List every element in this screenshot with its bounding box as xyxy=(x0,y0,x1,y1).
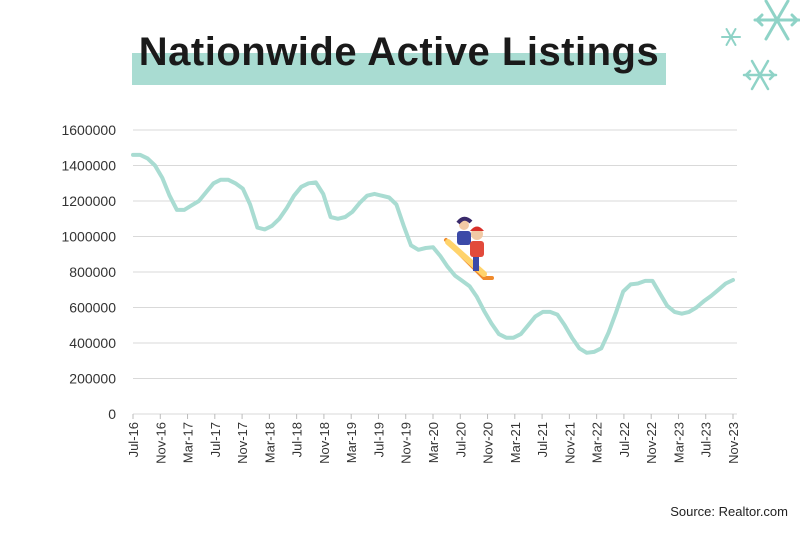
y-tick-label: 1400000 xyxy=(61,158,116,174)
y-tick-label: 1200000 xyxy=(61,193,116,209)
y-tick-label: 0 xyxy=(108,406,116,422)
children-on-sled-icon xyxy=(444,216,494,280)
x-tick-label: Nov-23 xyxy=(726,422,741,464)
y-tick-label: 800000 xyxy=(69,264,116,280)
x-tick-label: Jul-20 xyxy=(453,422,468,457)
x-tick-label: Nov-21 xyxy=(562,422,577,464)
x-tick-label: Mar-23 xyxy=(671,422,686,463)
source-credit: Source: Realtor.com xyxy=(670,504,788,519)
x-tick-label: Nov-20 xyxy=(481,422,496,464)
x-tick-label: Jul-17 xyxy=(208,422,223,457)
x-tick-label: Jul-19 xyxy=(371,422,386,457)
x-tick-label: Jul-22 xyxy=(617,422,632,457)
title-highlight-band xyxy=(132,53,666,85)
x-tick-label: Mar-19 xyxy=(344,422,359,463)
snowflake-icon xyxy=(721,28,741,46)
x-tick-label: Mar-21 xyxy=(508,422,523,463)
x-tick-label: Jul-21 xyxy=(535,422,550,457)
snowflake-icon xyxy=(753,0,800,41)
x-tick-label: Nov-18 xyxy=(317,422,332,464)
y-tick-label: 600000 xyxy=(69,300,116,316)
x-tick-label: Nov-22 xyxy=(644,422,659,464)
x-tick-label: Nov-19 xyxy=(399,422,414,464)
x-tick-label: Nov-17 xyxy=(235,422,250,464)
x-axis-ticks: Jul-16 Nov-16 Mar-17 Jul-17 Nov-17 Mar-18 Jul-… xyxy=(126,414,741,464)
y-tick-label: 1600000 xyxy=(61,122,116,138)
x-tick-label: Mar-18 xyxy=(262,422,277,463)
y-tick-label: 200000 xyxy=(69,371,116,387)
x-tick-label: Mar-17 xyxy=(181,422,196,463)
y-axis-ticks: 0 200000 400000 600000 800000 1000000 1200000 1… xyxy=(61,122,116,422)
x-tick-label: Nov-16 xyxy=(153,422,168,464)
page-title: Nationwide Active Listings xyxy=(138,30,660,74)
x-tick-label: Jul-16 xyxy=(126,422,141,457)
x-tick-label: Jul-18 xyxy=(290,422,305,457)
x-tick-label: Mar-20 xyxy=(426,422,441,463)
y-tick-label: 400000 xyxy=(69,335,116,351)
x-tick-label: Jul-23 xyxy=(699,422,714,457)
series-line-active-listings xyxy=(131,152,735,355)
snowflake-icon xyxy=(742,59,778,91)
x-tick-label: Mar-22 xyxy=(590,422,605,463)
y-tick-label: 1000000 xyxy=(61,229,116,245)
gridlines xyxy=(133,129,737,415)
